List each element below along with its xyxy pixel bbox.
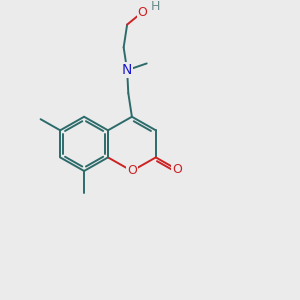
Text: N: N	[122, 63, 132, 77]
Text: O: O	[172, 163, 182, 176]
Text: O: O	[127, 164, 137, 178]
Text: O: O	[137, 6, 147, 19]
Text: H: H	[151, 0, 160, 13]
